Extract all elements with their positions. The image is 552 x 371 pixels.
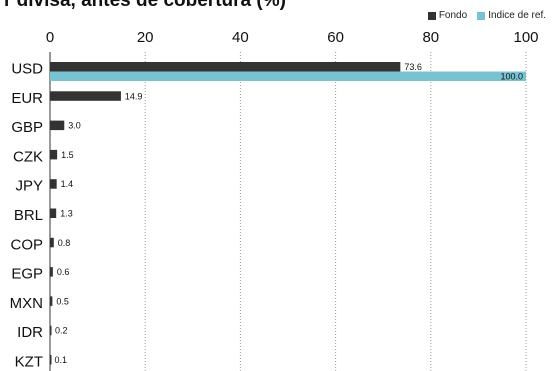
legend-item-fondo: Fondo [427,10,468,21]
category-label-kzt: KZT [15,354,43,371]
category-label-czk: CZK [13,148,43,165]
value-label-fondo-idr: 0.2 [55,326,68,336]
x-tick-label-80: 80 [422,29,439,46]
bar-fondo-kzt [50,355,52,365]
value-label-fondo-eur: 14.9 [125,91,143,101]
category-label-usd: USD [11,61,43,78]
legend-label-fondo: Fondo [438,10,468,21]
bar-fondo-eur [50,91,121,101]
x-tick-label-60: 60 [327,29,344,46]
legend-swatch-fondo [427,11,436,20]
category-label-idr: IDR [17,324,43,341]
bar-fondo-jpy [50,179,57,189]
bar-fondo-egp [50,267,53,277]
value-label-fondo-kzt: 0.1 [54,355,67,365]
bar-indice-usd [50,71,526,81]
category-label-mxn: MXN [10,295,43,312]
legend-item-indice: Indice de ref. [477,10,546,21]
category-label-egp: EGP [11,266,43,283]
value-label-fondo-brl: 1.3 [60,209,73,219]
x-tick-label-20: 20 [137,29,154,46]
category-label-jpy: JPY [15,178,43,195]
bar-fondo-idr [50,325,52,336]
x-tick-label-0: 0 [46,29,54,46]
bar-fondo-usd [50,62,401,72]
legend-label-indice: Indice de ref. [488,10,546,21]
value-label-fondo-jpy: 1.4 [61,179,74,189]
bar-fondo-mxn [50,296,53,306]
x-tick-label-100: 100 [513,29,538,46]
category-label-cop: COP [10,236,43,253]
category-label-brl: BRL [14,207,43,224]
legend: Fondo Indice de ref. [427,10,546,21]
value-label-fondo-gbp: 3.0 [68,121,81,131]
legend-swatch-indice [477,11,486,20]
bar-fondo-gbp [50,120,65,131]
x-tick-label-40: 40 [232,29,249,46]
bar-fondo-cop [50,237,54,248]
value-label-fondo-cop: 0.8 [58,238,71,248]
value-label-indice-usd: 100.0 [500,72,523,82]
value-label-fondo-mxn: 0.5 [56,296,69,306]
value-label-fondo-czk: 1.5 [61,150,74,160]
value-label-fondo-egp: 0.6 [57,267,70,277]
category-label-eur: EUR [11,90,43,107]
chart-title: r divisa, antes de cobertura (%) [4,0,286,11]
bar-fondo-czk [50,149,58,160]
category-label-gbp: GBP [11,119,43,136]
bar-fondo-brl [50,208,57,218]
value-label-fondo-usd: 73.6 [404,62,422,72]
